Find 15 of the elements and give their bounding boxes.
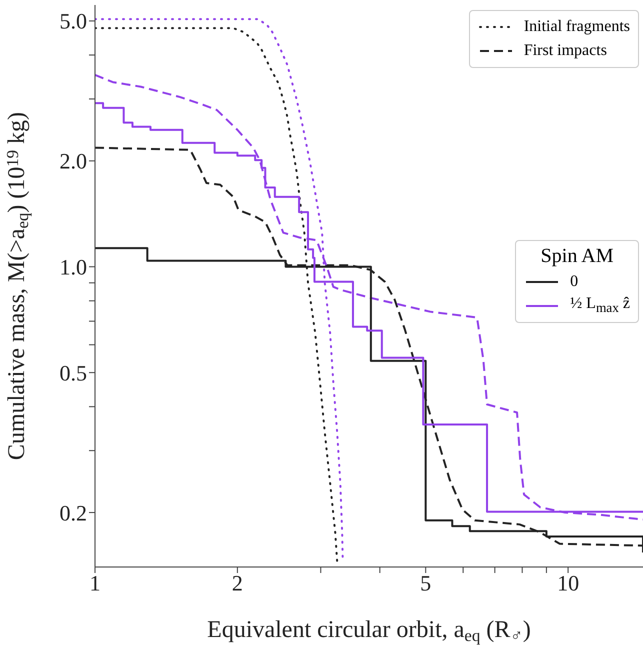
x-tick-label: 2 bbox=[232, 570, 243, 596]
x-tick-label: 5 bbox=[420, 570, 432, 596]
x-axis-title: Equivalent circular orbit, a$_{eq}$ (R$_{♂}$) bbox=[207, 617, 531, 646]
x-tick-label: 10 bbox=[557, 570, 580, 596]
legend-label: ½ L$_{max}$ ẑ bbox=[570, 295, 630, 317]
x-tick-label: 1 bbox=[90, 570, 100, 596]
legend-title: Spin AM bbox=[540, 245, 614, 268]
y-tick-label: 0.2 bbox=[60, 500, 87, 526]
legend-label: 0 bbox=[570, 273, 578, 291]
y-tick-label: 2.0 bbox=[60, 148, 87, 174]
legend-label: Initial fragments bbox=[524, 18, 630, 36]
legend-label: First impacts bbox=[524, 42, 607, 60]
y-tick-label: 1.0 bbox=[60, 254, 87, 280]
y-tick-label: 0.5 bbox=[60, 360, 87, 386]
y-tick-label: 5.0 bbox=[60, 8, 87, 34]
